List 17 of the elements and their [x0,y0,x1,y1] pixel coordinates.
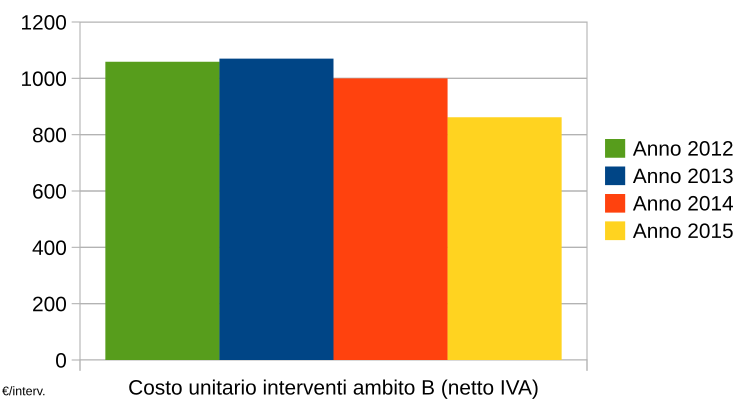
bar [219,58,334,360]
y-tick-label: 600 [33,184,66,199]
y-tick-label: 1200 [22,15,66,30]
legend-label: Anno 2012 [632,141,733,156]
y-tick-label: 400 [32,240,66,256]
y-axis-title: €/interv. [2,386,44,396]
bar [334,78,448,360]
x-tick-label: Costo unitario interventi ambito B (netto IVA) [129,379,538,399]
legend-label: Anno 2013 [632,168,733,184]
legend-label: Anno 2014 [632,196,734,211]
bar [105,62,220,360]
y-tick-label: 1000 [22,71,66,86]
y-tick-label: 800 [32,128,66,142]
y-tick-label: 0 [56,353,66,368]
legend-label: Anno 2015 [632,223,733,238]
bar [448,117,562,360]
y-tick-label: 200 [33,296,66,312]
